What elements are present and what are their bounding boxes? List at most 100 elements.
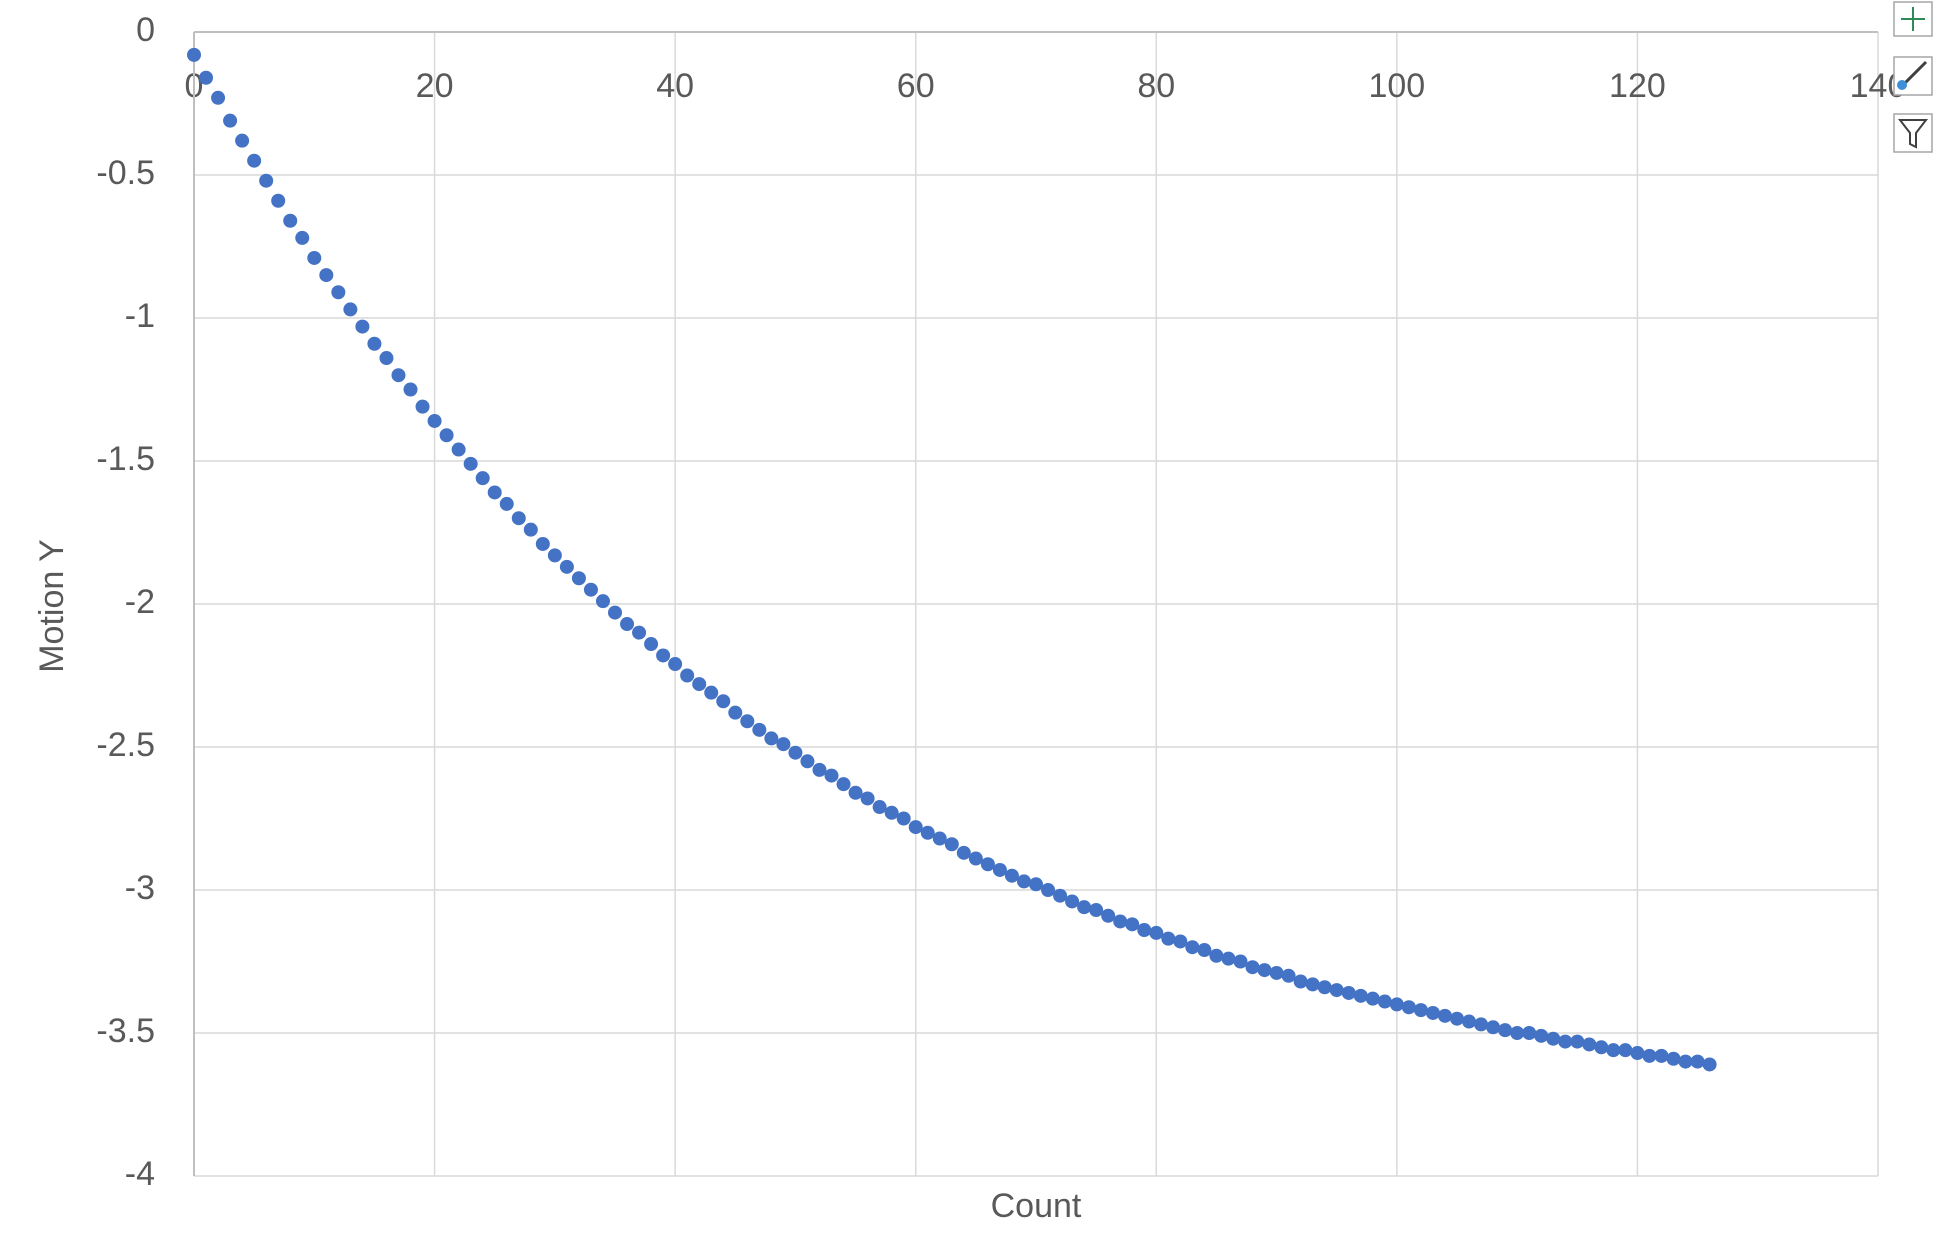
point: [1329, 983, 1344, 998]
point: [632, 625, 647, 640]
point: [595, 594, 610, 609]
point: [1353, 988, 1368, 1003]
point: [848, 785, 863, 800]
y-tick-label: -2: [125, 583, 155, 621]
point: [1365, 991, 1380, 1006]
point: [367, 336, 382, 351]
point: [1510, 1026, 1525, 1040]
point: [211, 90, 226, 105]
point: [932, 831, 947, 846]
point: [1173, 934, 1188, 949]
point: [740, 714, 755, 729]
y-tick-label: 0: [136, 11, 155, 49]
brush-tip: [1897, 80, 1907, 90]
point: [295, 230, 310, 245]
y-tick-label: -3.5: [96, 1012, 155, 1050]
point: [271, 193, 286, 208]
point: [583, 582, 598, 597]
point: [1630, 1046, 1645, 1061]
point: [908, 820, 923, 835]
point: [1125, 917, 1140, 932]
point: [704, 685, 719, 700]
point: [511, 511, 526, 526]
point: [499, 496, 514, 511]
point: [836, 777, 851, 792]
point: [620, 617, 635, 632]
y-tick-label: -0.5: [96, 154, 155, 192]
point: [559, 559, 574, 574]
point: [1209, 948, 1224, 963]
point: [656, 648, 671, 663]
point: [1257, 963, 1272, 978]
point: [872, 800, 887, 815]
point: [1029, 877, 1043, 892]
point: [1462, 1014, 1477, 1029]
point: [1137, 923, 1152, 938]
point: [331, 285, 346, 300]
point: [1522, 1026, 1537, 1040]
x-tick-label: 120: [1609, 67, 1666, 105]
point: [812, 762, 827, 777]
point: [1474, 1017, 1489, 1032]
point: [1642, 1048, 1657, 1063]
point: [1317, 980, 1332, 995]
x-tick-label: 40: [656, 67, 694, 105]
point: [1534, 1028, 1549, 1043]
point: [1185, 940, 1200, 955]
point: [523, 522, 538, 537]
point: [1678, 1054, 1693, 1069]
point: [1101, 908, 1116, 923]
point: [1305, 977, 1320, 992]
point: [860, 791, 875, 806]
point: [1582, 1037, 1597, 1052]
marks: [187, 47, 1717, 1072]
point: [487, 485, 502, 500]
point: [668, 657, 683, 672]
y-tick-label: -3: [125, 869, 155, 907]
point: [1450, 1011, 1464, 1026]
point: [956, 845, 971, 860]
point: [1401, 1000, 1416, 1015]
point: [1197, 943, 1212, 958]
point: [1437, 1008, 1452, 1023]
y-tick-label: -1.5: [96, 440, 155, 478]
x-tick-label: 100: [1368, 67, 1425, 105]
point: [1546, 1031, 1561, 1046]
y-tick-label: -1: [125, 297, 155, 335]
y-tick-label: -4: [125, 1155, 155, 1193]
point: [788, 745, 803, 760]
point: [235, 133, 250, 148]
point: [1233, 954, 1248, 969]
point: [535, 536, 550, 551]
point: [1498, 1023, 1513, 1038]
point: [1654, 1048, 1669, 1063]
point: [800, 754, 815, 769]
point: [391, 368, 406, 383]
x-axis-title: Count: [991, 1187, 1082, 1225]
point: [1161, 931, 1176, 946]
point: [463, 456, 478, 471]
chart-tools[interactable]: [1893, 1, 1933, 153]
point: [980, 857, 995, 872]
point: [247, 153, 262, 168]
point: [187, 47, 201, 62]
point: [1149, 925, 1164, 940]
point: [451, 442, 466, 457]
point: [728, 705, 743, 720]
point: [1413, 1003, 1428, 1018]
point: [1606, 1043, 1621, 1058]
point: [1113, 914, 1128, 929]
point: [355, 319, 370, 334]
point: [1065, 894, 1080, 909]
x-tick-label: 20: [416, 67, 454, 105]
point: [343, 302, 358, 317]
point: [692, 677, 707, 692]
x-tick-label: 80: [1137, 67, 1175, 105]
point: [571, 571, 586, 586]
plus-icon: [1901, 7, 1925, 31]
point: [1221, 951, 1236, 966]
point: [403, 382, 418, 397]
y-axis-title: Motion Y: [33, 539, 71, 673]
point: [824, 768, 839, 783]
